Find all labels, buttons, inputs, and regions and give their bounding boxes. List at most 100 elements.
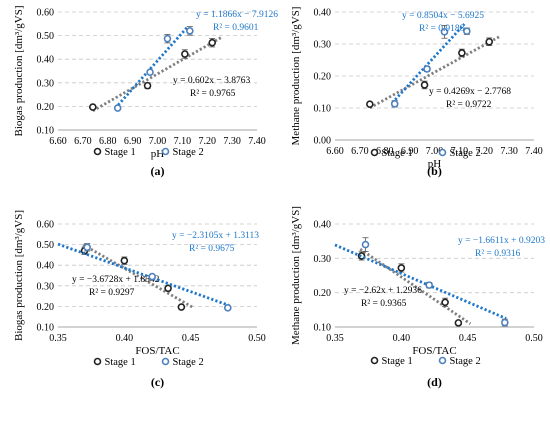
trend-r2: R² = 0.9765 <box>190 89 236 99</box>
trend-r2: R² = 0.9601 <box>213 23 259 33</box>
trendline <box>57 242 230 307</box>
x-tick-label: 0.50 <box>248 333 266 344</box>
x-tick-label: 7.00 <box>426 146 444 157</box>
trend-r2: R² = 0.9675 <box>189 244 235 254</box>
data-point <box>148 272 156 281</box>
x-tick-label: 7.00 <box>149 136 167 147</box>
trend-equation: y = 0.602x − 3.8763 <box>173 76 250 86</box>
series-2: y = −2.3105x + 1.3113 R² = 0.9675 <box>57 231 259 312</box>
panel-label: (c) <box>151 375 164 389</box>
series-2: y = 1.1866x − 7.9126 R² = 0.9601 <box>113 10 278 112</box>
panel-a: 0.10 0.20 0.30 0.40 0.50 0.60 6.60 6.70 6.80 6.90… <box>13 5 278 178</box>
y-tick-label: 0.30 <box>37 281 55 292</box>
legend-label: Stage 2 <box>450 356 481 367</box>
y-tick-label: 0.40 <box>314 220 332 231</box>
trend-r2: R² = 0.9722 <box>446 100 492 110</box>
data-point <box>366 100 374 108</box>
series-2: y = 0.8504x − 5.6925 R² = 0.9188 <box>390 11 484 108</box>
x-tick-label: 7.30 <box>500 146 518 157</box>
legend-marker <box>161 357 170 366</box>
trend-equation: y = 0.8504x − 5.6925 <box>402 11 484 21</box>
data-point <box>186 27 194 35</box>
data-point <box>163 34 172 43</box>
trend-equation: y = −1.6611x + 0.9203 <box>458 236 545 246</box>
trendline <box>92 35 223 113</box>
legend-label: Stage 1 <box>382 356 413 367</box>
data-point <box>420 81 429 89</box>
x-tick-label: 7.40 <box>525 146 543 157</box>
x-tick-label: 6.70 <box>351 146 369 157</box>
data-point <box>164 284 172 293</box>
y-axis-label: Methane production [dm³/gVS] <box>290 206 302 345</box>
data-point <box>146 68 154 76</box>
data-point <box>454 319 463 327</box>
y-tick-label: 0.30 <box>314 40 332 51</box>
legend-label: Stage 1 <box>105 357 136 368</box>
data-point <box>440 28 449 36</box>
y-tick-label: 0.30 <box>314 254 332 265</box>
panel-label: (b) <box>427 164 442 178</box>
y-tick-label: 0.40 <box>314 8 332 19</box>
trend-r2: R² = 0.9365 <box>361 299 407 309</box>
x-tick-label: 6.80 <box>99 136 117 147</box>
trend-equation: y = −2.62x + 1.2936 <box>344 286 422 296</box>
y-tick-label: 0.60 <box>37 220 55 231</box>
x-axis-label: pH <box>151 148 165 160</box>
panel-b: 0.00 0.10 0.20 0.30 0.40 6.60 6.70 6.80 6.90 7.00… <box>290 7 543 178</box>
x-tick-label: 0.45 <box>459 333 477 344</box>
trend-equation: y = −2.3105x + 1.3113 <box>172 231 259 241</box>
x-tick-label: 0.35 <box>326 333 344 344</box>
trend-equation: y = 1.1866x − 7.9126 <box>196 10 278 20</box>
panel-d: 0.10 0.20 0.30 0.40 0.35 0.40 0.45 0.50 FOS/TAC M… <box>290 206 545 389</box>
data-point <box>397 264 406 272</box>
data-point <box>120 256 129 265</box>
legend-label: Stage 2 <box>450 148 481 159</box>
x-tick-label: 6.90 <box>124 136 142 147</box>
y-tick-label: 0.10 <box>314 104 332 115</box>
y-tick-label: 0.20 <box>37 102 55 113</box>
trend-equation: y = −3.6728x + 1.8542 <box>72 275 160 285</box>
y-tick-label: 0.10 <box>37 126 55 137</box>
panel-label: (a) <box>151 164 165 178</box>
y-tick-label: 0.00 <box>314 136 332 147</box>
y-tick-label: 0.50 <box>37 240 55 251</box>
x-tick-label: 6.90 <box>401 146 419 157</box>
panel-c: 0.10 0.20 0.30 0.40 0.50 0.60 0.35 0.40 0.45 0.50… <box>13 210 266 389</box>
x-axis-label: pH <box>428 158 442 170</box>
x-axis-label: FOS/TAC <box>135 345 179 357</box>
data-point <box>181 50 189 58</box>
data-point <box>113 104 122 112</box>
trendline <box>334 243 507 320</box>
x-axis-label: FOS/TAC <box>412 345 456 357</box>
trendline <box>391 23 466 104</box>
data-point <box>224 304 232 312</box>
trend-r2: R² = 0.9297 <box>89 288 135 298</box>
y-tick-label: 0.40 <box>37 55 55 66</box>
series-1: y = 0.602x − 3.8763 R² = 0.9765 <box>89 35 250 113</box>
x-tick-label: 0.50 <box>525 333 543 344</box>
trendline <box>369 35 500 110</box>
x-tick-label: 0.40 <box>116 333 134 344</box>
trend-r2: R² = 0.9316 <box>475 249 521 259</box>
series-1: y = −2.62x + 1.2936 R² = 0.9365 <box>344 247 472 327</box>
series-2: y = −1.6611x + 0.9203 R² = 0.9316 <box>334 236 545 327</box>
legend-marker <box>438 148 447 157</box>
panel-label: (d) <box>427 375 442 389</box>
y-tick-label: 0.20 <box>314 288 332 299</box>
legend-label: Stage 1 <box>105 147 136 158</box>
legend-label: Stage 2 <box>173 147 204 158</box>
legend-label: Stage 2 <box>173 357 204 368</box>
y-tick-label: 0.10 <box>37 323 55 334</box>
y-axis-label: Biogas production [dm³/gVS] <box>13 210 25 341</box>
data-point <box>463 27 471 36</box>
data-point <box>501 318 509 327</box>
data-point <box>361 240 370 249</box>
y-axis-label: Methane production [dm³/gVS] <box>290 7 302 146</box>
x-tick-label: 7.10 <box>451 146 469 157</box>
x-tick-label: 7.20 <box>476 146 494 157</box>
trend-equation: y = 0.4269x − 2.7768 <box>429 87 511 97</box>
x-tick-label: 6.70 <box>74 136 92 147</box>
x-tick-label: 0.35 <box>49 333 67 344</box>
legend-marker <box>93 357 102 366</box>
legend-marker <box>370 356 379 365</box>
